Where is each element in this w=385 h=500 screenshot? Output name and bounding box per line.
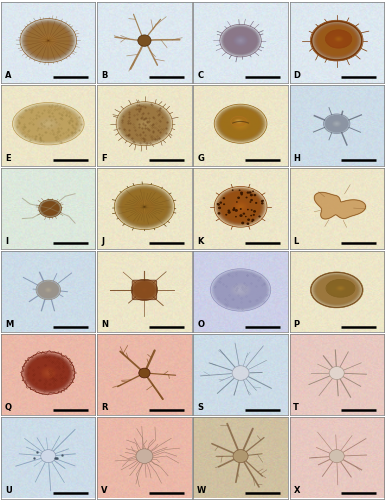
Circle shape [228, 211, 231, 214]
Text: E: E [5, 154, 10, 163]
Text: N: N [101, 320, 108, 329]
Text: B: B [101, 70, 107, 80]
Circle shape [235, 216, 237, 218]
Circle shape [219, 202, 222, 204]
Circle shape [253, 210, 256, 212]
Circle shape [41, 450, 56, 462]
Circle shape [236, 201, 238, 203]
Text: M: M [5, 320, 13, 329]
Circle shape [217, 203, 219, 205]
Circle shape [262, 200, 264, 202]
Text: R: R [101, 403, 107, 412]
Text: H: H [293, 154, 300, 163]
Circle shape [223, 197, 225, 200]
Circle shape [218, 212, 221, 214]
Circle shape [250, 194, 253, 196]
Text: Q: Q [5, 403, 12, 412]
Circle shape [246, 196, 248, 198]
Text: A: A [5, 70, 12, 80]
Circle shape [217, 204, 220, 206]
Circle shape [225, 214, 228, 216]
Text: T: T [293, 403, 299, 412]
Circle shape [240, 208, 242, 210]
Circle shape [243, 212, 245, 214]
Circle shape [261, 200, 264, 202]
Text: C: C [197, 70, 203, 80]
Text: F: F [101, 154, 107, 163]
Circle shape [247, 208, 249, 210]
Circle shape [233, 207, 235, 209]
Circle shape [138, 35, 151, 46]
Circle shape [241, 194, 243, 196]
Circle shape [250, 214, 252, 216]
Circle shape [232, 366, 249, 380]
Text: I: I [5, 237, 8, 246]
Text: V: V [101, 486, 107, 495]
Circle shape [329, 366, 344, 380]
Circle shape [232, 208, 235, 211]
Circle shape [237, 196, 240, 199]
Circle shape [261, 202, 264, 204]
Circle shape [254, 194, 256, 196]
Circle shape [251, 218, 254, 222]
Circle shape [329, 450, 344, 462]
Circle shape [241, 222, 244, 224]
Text: J: J [101, 237, 104, 246]
Circle shape [228, 210, 230, 212]
Text: G: G [197, 154, 204, 163]
Circle shape [246, 192, 249, 194]
Circle shape [247, 218, 250, 221]
Text: P: P [293, 320, 300, 329]
Text: U: U [5, 486, 12, 495]
Circle shape [239, 214, 243, 217]
Circle shape [233, 450, 248, 462]
Circle shape [234, 209, 238, 212]
Circle shape [252, 190, 254, 192]
Text: L: L [293, 237, 299, 246]
Circle shape [139, 368, 150, 378]
Circle shape [136, 449, 153, 464]
Polygon shape [314, 192, 366, 219]
Text: S: S [197, 403, 203, 412]
Text: O: O [197, 320, 204, 329]
Circle shape [249, 192, 251, 194]
Circle shape [218, 206, 221, 209]
Circle shape [255, 202, 257, 204]
Circle shape [251, 220, 253, 222]
Circle shape [251, 209, 253, 211]
Circle shape [245, 216, 247, 218]
Text: D: D [293, 70, 300, 80]
Circle shape [258, 216, 261, 218]
Circle shape [223, 204, 225, 205]
FancyBboxPatch shape [132, 280, 157, 299]
Text: K: K [197, 237, 204, 246]
Circle shape [246, 222, 249, 225]
Circle shape [239, 190, 241, 191]
Text: W: W [197, 486, 206, 495]
Circle shape [249, 201, 251, 203]
Circle shape [250, 199, 253, 202]
Circle shape [232, 190, 234, 191]
Circle shape [240, 192, 243, 194]
Text: X: X [293, 486, 300, 495]
Circle shape [253, 214, 255, 216]
